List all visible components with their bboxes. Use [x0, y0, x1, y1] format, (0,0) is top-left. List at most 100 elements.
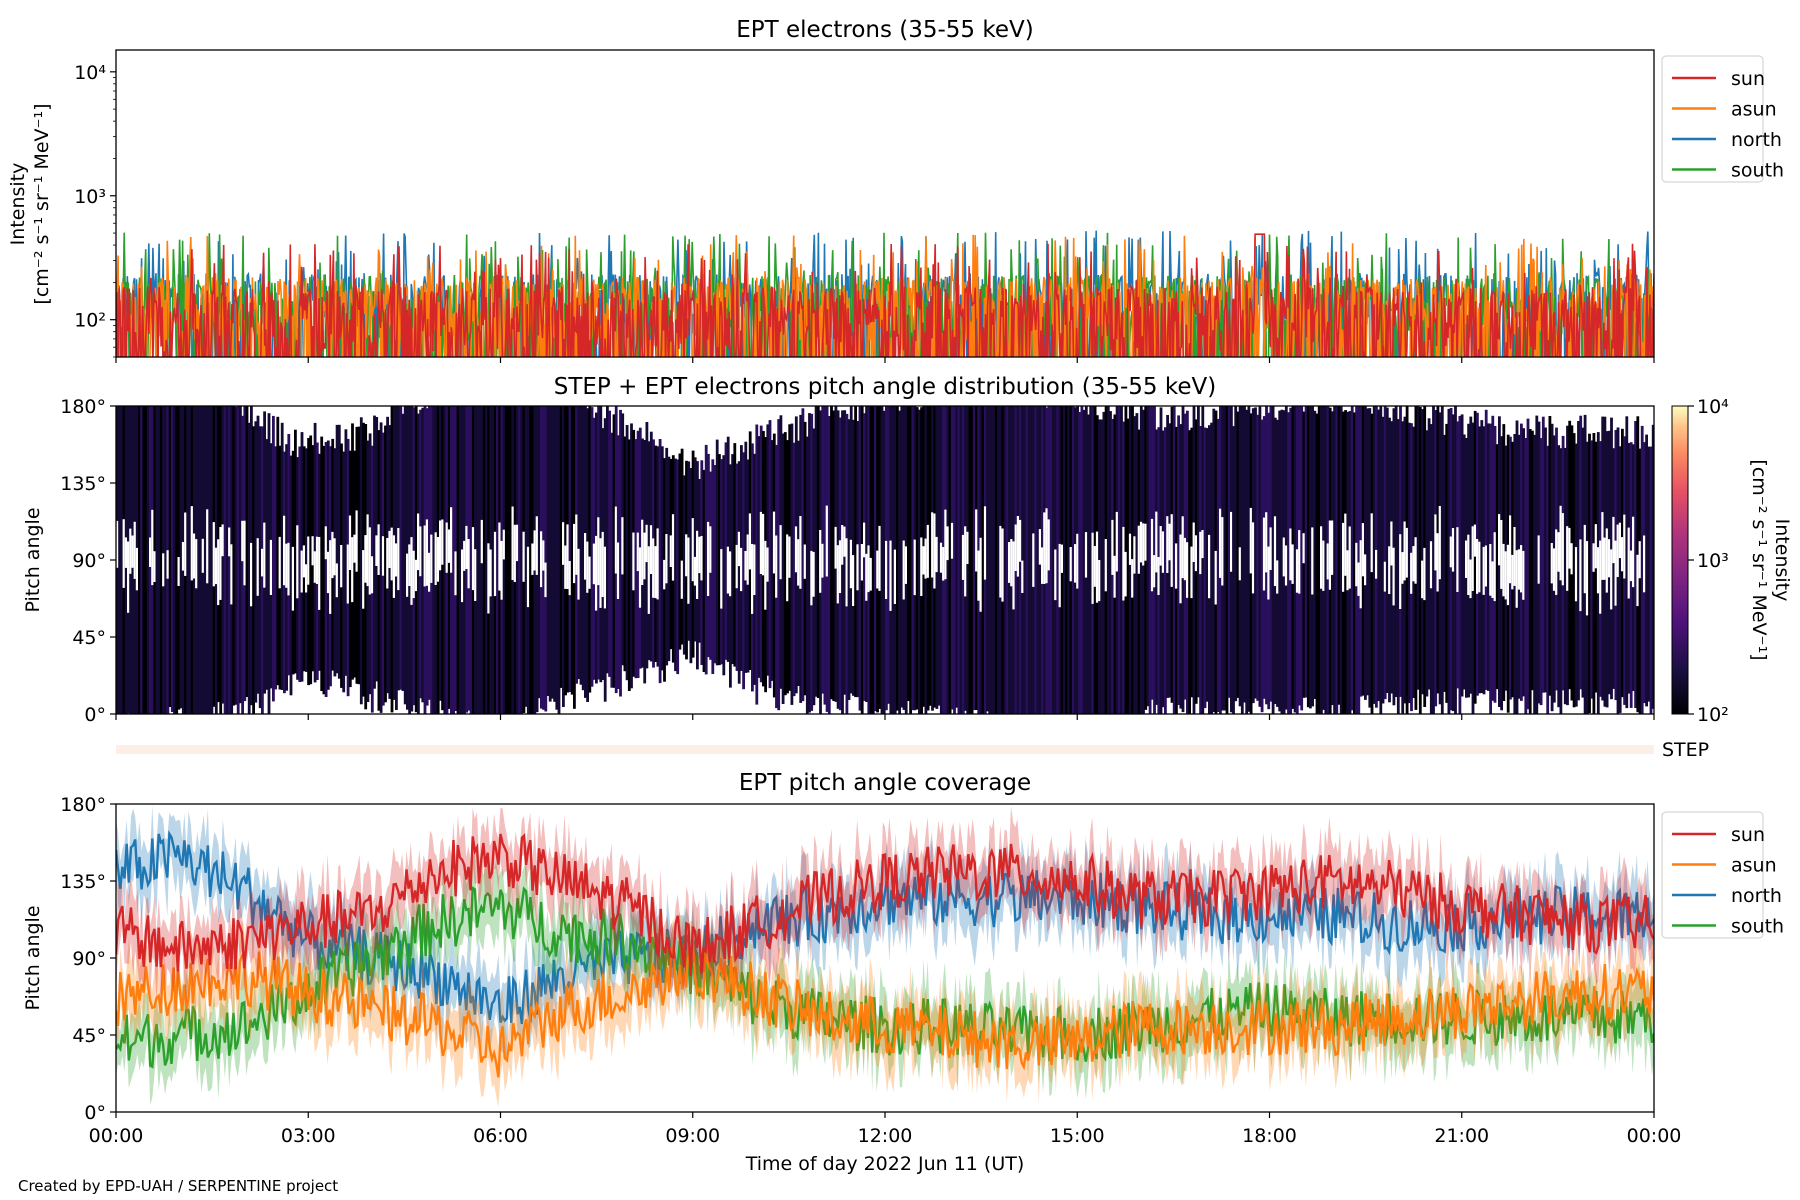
heatmap-column [1385, 407, 1389, 693]
heatmap-gap [852, 555, 855, 606]
heatmap-gap [799, 516, 803, 589]
ytick-label: 10⁴ [74, 62, 106, 84]
heatmap-gap [1098, 560, 1101, 602]
heatmap-gap [181, 542, 185, 571]
heatmap-column [1201, 406, 1205, 714]
heatmap-gap [649, 525, 653, 574]
heatmap-gap [1091, 532, 1095, 604]
heatmap-column [1651, 424, 1654, 709]
heatmap-column [1572, 433, 1576, 708]
heatmap-column [832, 410, 836, 701]
heatmap-column [491, 406, 495, 714]
heatmap-column [900, 406, 904, 708]
heatmap-column [1109, 411, 1112, 714]
heatmap-gap [1093, 546, 1097, 587]
heatmap-column [1135, 413, 1139, 714]
heatmap-column [755, 424, 759, 705]
coverage-line-south [116, 885, 1654, 1069]
heatmap-column [208, 406, 212, 714]
heatmap-gap [228, 527, 231, 557]
heatmap-gap [652, 538, 655, 598]
heatmap-gap [1638, 541, 1642, 579]
heatmap-gap [1390, 521, 1394, 566]
heatmap-column [280, 422, 284, 690]
heatmap-gap [1282, 537, 1286, 577]
heatmap-gap [942, 547, 945, 581]
heatmap-gap [1166, 516, 1169, 573]
heatmap-column [570, 406, 574, 695]
heatmap-column [210, 406, 214, 714]
heatmap-gap [1060, 544, 1064, 573]
heatmap-gap [1627, 527, 1631, 599]
heatmap-gap [1326, 543, 1330, 580]
heatmap-column [159, 406, 163, 714]
heatmap-gap [983, 506, 987, 580]
heatmap-gap [1392, 547, 1396, 606]
heatmap-gap [616, 542, 620, 599]
heatmap-gap [489, 549, 493, 597]
heatmap-gap [889, 540, 893, 611]
heatmap-column [1324, 406, 1328, 714]
panel2-ylabel: Pitch angle [22, 507, 44, 612]
heatmap-gap [961, 534, 965, 580]
heatmap-column [524, 406, 528, 707]
heatmap-gap [1383, 561, 1387, 592]
heatmap-column [1548, 416, 1552, 696]
heatmap-gap [1131, 559, 1134, 598]
heatmap-column [1473, 410, 1477, 704]
heatmap-gap [153, 551, 157, 582]
heatmap-gap [614, 506, 618, 574]
heatmap-column [1243, 406, 1246, 703]
heatmap-gap [845, 538, 849, 607]
ytick-label: 180° [60, 794, 106, 816]
heatmap-column [1234, 406, 1238, 702]
heatmap-gap [1276, 560, 1279, 594]
colorbar-tick-label: 10² [1697, 704, 1729, 726]
x-axis-label: Time of day 2022 Jun 11 (UT) [745, 1153, 1025, 1175]
heatmap-gap [1473, 524, 1477, 557]
heatmap-gap [1322, 540, 1325, 591]
heatmap-gap [1429, 541, 1433, 589]
heatmap-column [634, 439, 638, 679]
heatmap-column [225, 406, 229, 714]
heatmap-gap [654, 546, 658, 599]
panel1-ylabel-unit: [cm⁻² s⁻¹ sr⁻¹ MeV⁻¹] [31, 103, 53, 304]
heatmap-gap [1155, 511, 1158, 573]
heatmap-column [1223, 406, 1227, 711]
heatmap-column [335, 424, 339, 674]
heatmap-gap [436, 537, 440, 582]
heatmap-column [478, 406, 482, 714]
heatmap-gap [381, 536, 385, 576]
heatmap-column [1335, 406, 1339, 714]
heatmap-gap [439, 520, 442, 571]
heatmap-gap [302, 545, 306, 578]
heatmap-column [1491, 415, 1495, 701]
heatmap-column [353, 450, 357, 678]
heatmap-column [1546, 445, 1550, 714]
heatmap-column [276, 416, 280, 686]
heatmap-column [1377, 409, 1380, 702]
legend-label-sun: sun [1731, 824, 1765, 846]
heatmap-gap [744, 551, 748, 581]
heatmap-column [880, 406, 884, 714]
heatmap-gap [1636, 554, 1640, 607]
heatmap-column [827, 416, 831, 714]
heatmap-gap [1357, 562, 1361, 596]
heatmap-gap [920, 537, 923, 596]
heatmap-column [175, 406, 179, 714]
heatmap-column [1379, 406, 1383, 714]
heatmap-gap [1517, 549, 1521, 590]
heatmap-gap [562, 522, 565, 565]
heatmap-gap [364, 535, 368, 583]
heatmap-gap [149, 537, 152, 567]
heatmap-column [518, 406, 521, 714]
heatmap-column [854, 406, 857, 698]
heatmap-column [1313, 410, 1317, 699]
xtick-label: 12:00 [858, 1125, 913, 1147]
heatmap-column [1247, 406, 1251, 712]
heatmap-gap [221, 524, 225, 557]
heatmap-gap [1506, 544, 1510, 606]
heatmap-column [858, 406, 862, 711]
heatmap-column [1625, 416, 1629, 709]
heatmap-gap [691, 518, 695, 582]
